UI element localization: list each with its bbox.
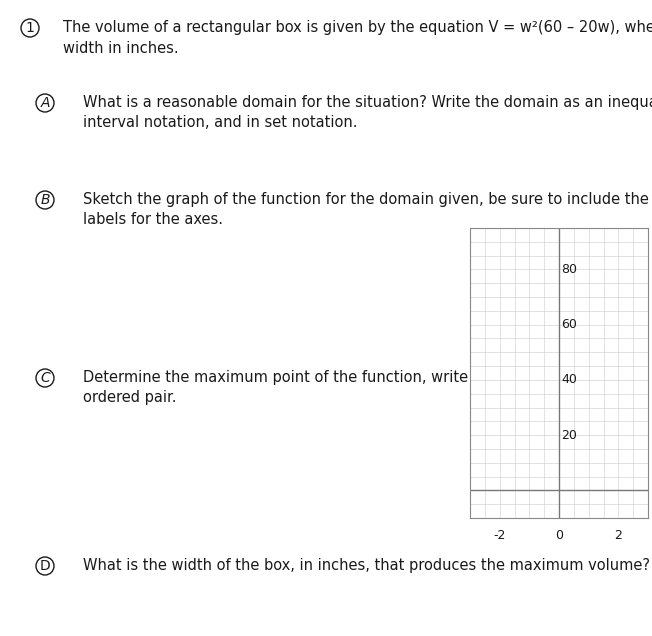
Text: -2: -2 (494, 529, 506, 542)
Text: Sketch the graph of the function for the domain given, be sure to include the sc: Sketch the graph of the function for the… (83, 192, 652, 207)
Text: 2: 2 (614, 529, 622, 542)
Text: labels for the axes.: labels for the axes. (83, 212, 223, 227)
Text: B: B (40, 193, 50, 207)
Text: 20: 20 (561, 429, 577, 441)
Text: What is a reasonable domain for the situation? Write the domain as an inequality: What is a reasonable domain for the situ… (83, 95, 652, 110)
Text: Determine the maximum point of the function, write as an: Determine the maximum point of the funct… (83, 370, 512, 385)
Text: ordered pair.: ordered pair. (83, 390, 177, 405)
Text: 80: 80 (561, 263, 578, 276)
Text: interval notation, and in set notation.: interval notation, and in set notation. (83, 115, 357, 130)
Text: A: A (40, 96, 50, 110)
Text: 0: 0 (555, 529, 563, 542)
Text: 1: 1 (25, 21, 35, 35)
Text: C: C (40, 371, 50, 385)
Text: 60: 60 (561, 318, 577, 331)
Text: D: D (40, 559, 50, 573)
Text: width in inches.: width in inches. (63, 41, 179, 56)
Text: The volume of a rectangular box is given by the equation V = w²(60 – 20w), where: The volume of a rectangular box is given… (63, 20, 652, 35)
Text: 40: 40 (561, 373, 577, 387)
Text: What is the width of the box, in inches, that produces the maximum volume?: What is the width of the box, in inches,… (83, 558, 650, 573)
